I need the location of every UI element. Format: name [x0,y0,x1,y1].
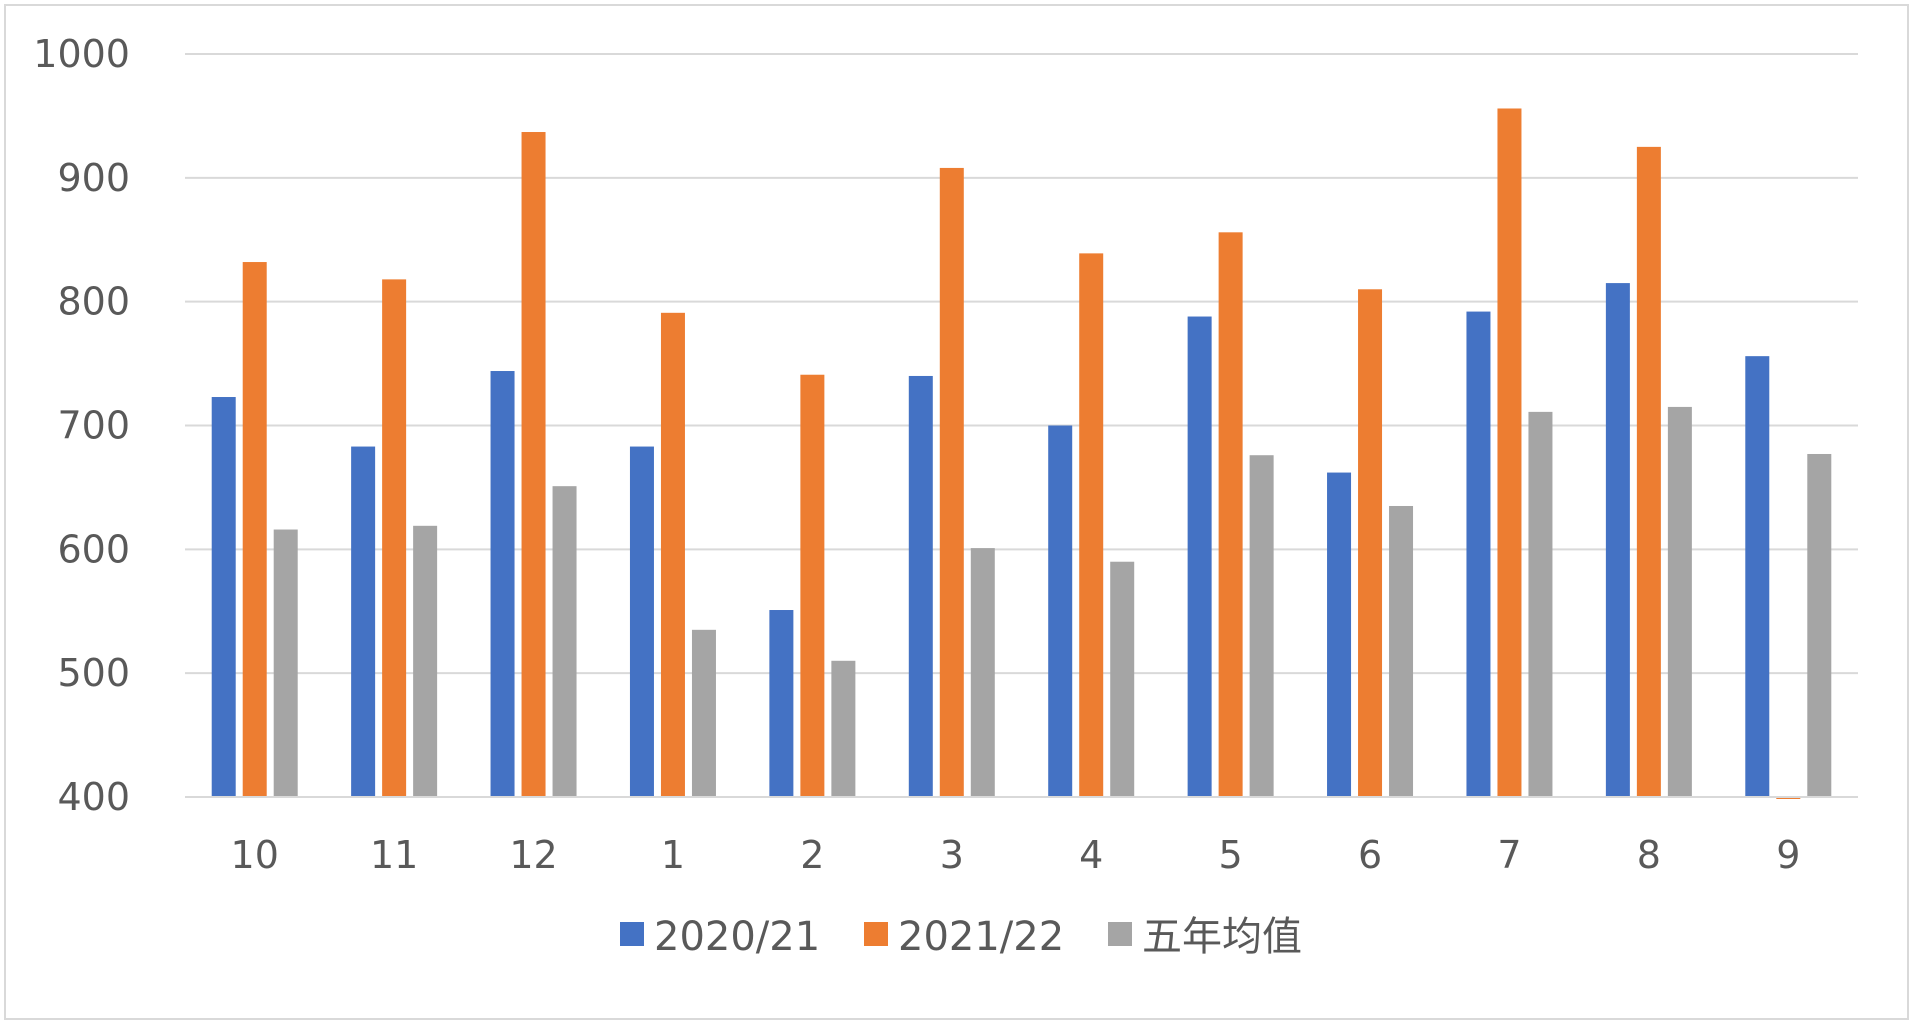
y-tick-label: 700 [57,404,130,448]
bar-3-6 [1389,505,1414,797]
bar-2-4 [1079,253,1104,797]
bar-1-4 [1048,425,1073,797]
bar-1-9 [1745,356,1770,797]
bar-1-6 [1327,472,1352,797]
bars [211,108,1832,799]
bar-3-5 [1249,455,1274,797]
bar-1-7 [1466,311,1491,797]
x-tick-label: 10 [231,833,279,877]
bar-3-4 [1110,561,1135,797]
x-tick-label: 9 [1776,833,1800,877]
legend-swatch [864,922,888,946]
x-tick-label: 5 [1219,833,1243,877]
bar-2-12 [521,132,546,797]
x-tick-label: 7 [1497,833,1521,877]
legend-label: 2021/22 [898,914,1064,960]
x-tick-label: 3 [940,833,964,877]
bar-3-7 [1528,411,1553,797]
bar-3-11 [413,525,438,797]
bar-2-3 [939,167,964,798]
x-tick-label: 4 [1079,833,1103,877]
y-tick-label: 600 [57,527,130,571]
legend-label: 五年均值 [1142,914,1302,960]
legend-swatch [620,922,644,946]
bar-2-10 [242,262,267,797]
bar-3-8 [1667,406,1692,797]
bar-3-9 [1807,453,1832,797]
bar-2-1 [660,312,685,797]
bar-3-1 [691,629,716,797]
y-tick-label: 500 [57,651,130,695]
bar-1-1 [629,446,654,797]
bar-1-8 [1605,283,1630,797]
bar-2-8 [1636,146,1661,797]
bar-2-2 [800,374,825,797]
x-tick-label: 6 [1358,833,1382,877]
x-tick-label: 1 [661,833,685,877]
bar-1-10 [211,397,236,797]
bar-3-2 [831,660,856,797]
bar-3-10 [273,529,298,797]
y-tick-label: 1000 [33,32,130,76]
x-tick-label: 8 [1637,833,1661,877]
legend: 2020/21 2021/22 五年均值 [620,914,1302,960]
y-tick-label: 900 [57,156,130,200]
x-tick-label: 12 [509,833,557,877]
bar-2-6 [1358,289,1383,797]
legend-label: 2020/21 [654,914,820,960]
bar-1-12 [490,371,515,797]
y-tick-label: 400 [57,775,130,819]
bar-3-3 [970,548,995,797]
legend-swatch [1108,922,1132,946]
x-tick-label: 2 [800,833,824,877]
bar-2-7 [1497,108,1522,797]
bar-1-3 [908,375,933,797]
bar-2-11 [382,279,407,797]
y-tick-label: 800 [57,280,130,324]
bar-2-5 [1218,232,1243,797]
bar-1-5 [1187,316,1212,797]
x-tick-label: 11 [370,833,418,877]
bar-1-11 [351,446,376,797]
bar-1-2 [769,610,794,797]
bar-3-12 [552,486,577,797]
